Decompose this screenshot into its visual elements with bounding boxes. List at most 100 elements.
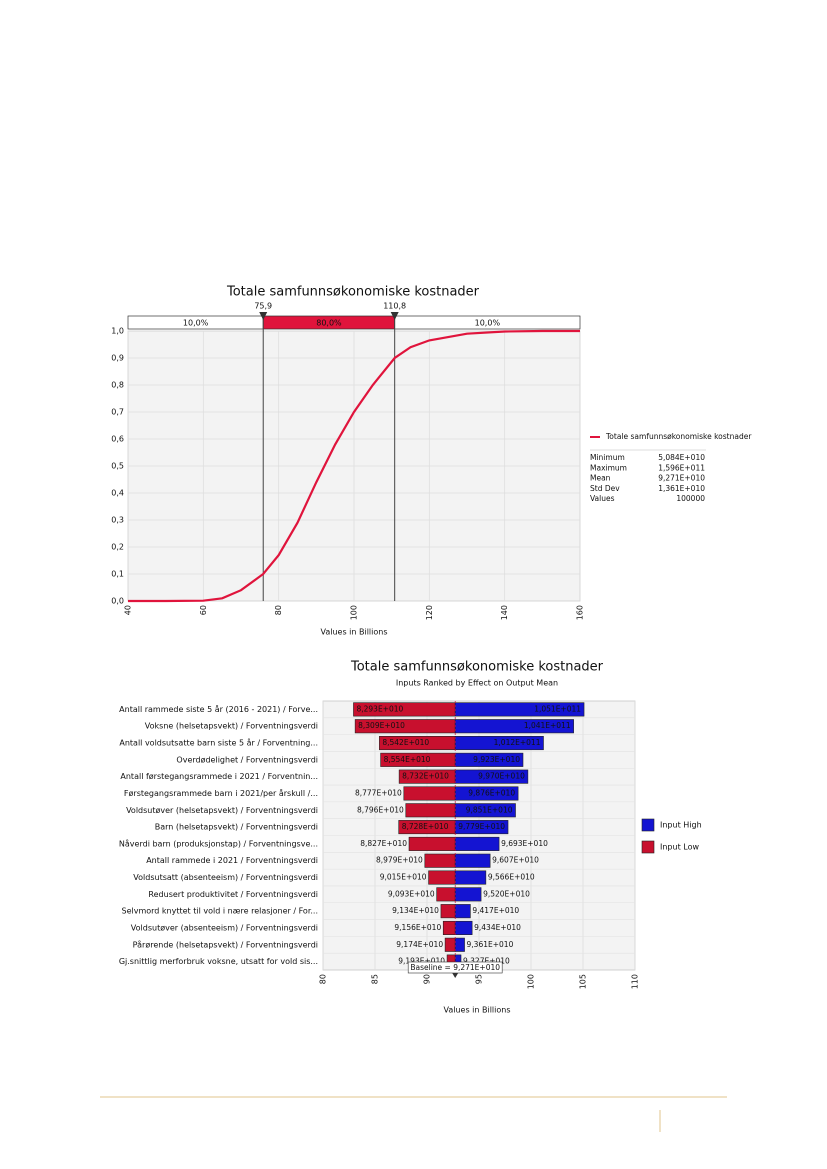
bar-value-label: 9,327E+010 xyxy=(463,957,510,966)
y-tick-label: 0,0 xyxy=(111,597,124,606)
bar-value-label: 8,827E+010 xyxy=(360,839,407,848)
category-label: Voksne (helsetapsvekt) / Forventningsver… xyxy=(145,722,318,731)
x-tick-label: 60 xyxy=(199,605,208,615)
x-axis-label: Values in Billions xyxy=(320,628,387,637)
band-label: 10,0% xyxy=(183,319,209,328)
x-tick-label: 90 xyxy=(423,974,432,984)
stat-value: 5,084E+010 xyxy=(658,453,705,462)
tornado-bar xyxy=(454,920,473,935)
band-label: 10,0% xyxy=(475,319,501,328)
bar-value-label: 8,796E+010 xyxy=(357,805,404,814)
tornado-bar xyxy=(454,820,509,835)
x-tick-label: 140 xyxy=(500,605,509,620)
y-tick-label: 0,8 xyxy=(111,381,124,390)
delimiter-label: 110,8 xyxy=(383,302,406,311)
category-label: Voldsutsatt (absenteeism) / Forventnings… xyxy=(133,873,318,882)
legend-swatch xyxy=(641,818,655,832)
legend-label: Totale samfunnsøkonomiske kostnader xyxy=(605,432,752,441)
y-tick-label: 0,7 xyxy=(111,408,124,417)
y-tick-label: 0,2 xyxy=(111,543,124,552)
category-label: Gj.snittlig merforbruk voksne, utsatt fo… xyxy=(119,957,318,966)
stat-label: Minimum xyxy=(590,453,625,462)
bar-value-label: 1,051E+011 xyxy=(534,704,581,713)
x-tick-label: 100 xyxy=(350,605,359,620)
category-label: Førstegangsrammede barn i 2021/per årsku… xyxy=(124,788,318,798)
tornado-bar xyxy=(408,836,456,851)
tornado-bar xyxy=(454,937,465,952)
tornado-bar xyxy=(454,752,524,767)
bar-value-label: 9,015E+010 xyxy=(380,873,427,882)
bar-value-label: 9,520E+010 xyxy=(483,889,530,898)
x-axis-label: Values in Billions xyxy=(443,1006,510,1015)
tornado-bar xyxy=(436,887,456,902)
stat-value: 1,361E+010 xyxy=(658,484,705,493)
delimiter-handle xyxy=(390,312,399,320)
tornado-bar xyxy=(440,904,456,919)
category-label: Antall førstegangsrammede i 2021 / Forve… xyxy=(120,772,318,781)
legend-swatch xyxy=(641,840,655,854)
bar-value-label: 8,309E+010 xyxy=(358,721,405,730)
band-label: 80,0% xyxy=(316,319,342,328)
category-label: Antall voldsutsatte barn siste 5 år / Fo… xyxy=(119,738,318,748)
tornado-bar xyxy=(454,836,500,851)
tornado-bar xyxy=(403,786,456,801)
legend-label: Input Low xyxy=(660,843,699,852)
x-tick-label: 110 xyxy=(631,974,640,989)
stat-label: Values xyxy=(590,494,615,503)
bar-value-label: 9,693E+010 xyxy=(501,839,548,848)
bar-value-label: 1,012E+011 xyxy=(494,738,541,747)
stat-label: Mean xyxy=(590,474,611,483)
bar-value-label: 9,923E+010 xyxy=(473,755,520,764)
y-tick-label: 0,1 xyxy=(111,570,124,579)
delimiter-label: 75,9 xyxy=(254,302,272,311)
bar-value-label: 9,779E+010 xyxy=(458,822,505,831)
x-tick-label: 95 xyxy=(475,974,484,984)
bar-value-label: 8,777E+010 xyxy=(355,788,402,797)
bar-value-label: 8,732E+010 xyxy=(402,772,449,781)
bar-value-label: 9,174E+010 xyxy=(396,940,443,949)
tornado-bar xyxy=(444,937,456,952)
bar-value-label: 9,193E+010 xyxy=(398,957,445,966)
stat-value: 100000 xyxy=(676,494,705,503)
y-tick-label: 0,4 xyxy=(111,489,124,498)
chart-title: Totale samfunnsøkonomiske kostnader xyxy=(226,285,480,300)
x-tick-label: 100 xyxy=(527,974,536,989)
bar-value-label: 8,554E+010 xyxy=(384,755,431,764)
bar-value-label: 8,542E+010 xyxy=(382,738,429,747)
tornado-bar xyxy=(442,920,456,935)
x-tick-label: 40 xyxy=(124,605,133,615)
stat-value: 9,271E+010 xyxy=(658,474,705,483)
legend-label: Input High xyxy=(660,821,702,830)
category-label: Redusert produktivitet / Forventningsver… xyxy=(148,890,318,899)
category-label: Voldsutøver (helsetapsvekt) / Forventnin… xyxy=(126,806,318,815)
tornado-bar xyxy=(454,870,487,885)
chart-subtitle: Inputs Ranked by Effect on Output Mean xyxy=(396,679,558,688)
tornado-bar xyxy=(454,887,482,902)
category-label: Selvmord knyttet til vold i nære relasjo… xyxy=(122,907,319,916)
stat-label: Maximum xyxy=(590,463,627,472)
category-label: Antall rammede siste 5 år (2016 - 2021) … xyxy=(119,704,318,714)
bar-value-label: 9,134E+010 xyxy=(392,906,439,915)
x-tick-label: 120 xyxy=(425,605,434,620)
bar-value-label: 9,970E+010 xyxy=(478,772,525,781)
x-tick-label: 105 xyxy=(579,974,588,989)
bar-value-label: 9,876E+010 xyxy=(468,788,515,797)
x-tick-label: 80 xyxy=(319,974,328,984)
bar-value-label: 9,093E+010 xyxy=(388,889,435,898)
baseline-label: Baseline = 9,271E+010 xyxy=(410,963,500,972)
bar-value-label: 8,293E+010 xyxy=(356,704,403,713)
y-tick-label: 0,6 xyxy=(111,435,124,444)
bar-value-label: 8,728E+010 xyxy=(402,822,449,831)
bar-value-label: 9,361E+010 xyxy=(467,940,514,949)
y-tick-label: 0,9 xyxy=(111,354,124,363)
tornado-bar xyxy=(424,853,456,868)
stat-label: Std Dev xyxy=(590,484,620,493)
bar-value-label: 9,566E+010 xyxy=(488,873,535,882)
tornado-bar xyxy=(454,769,529,784)
bar-value-label: 9,417E+010 xyxy=(472,906,519,915)
chart-title: Totale samfunnsøkonomiske kostnader xyxy=(350,660,604,675)
x-tick-label: 80 xyxy=(274,605,283,615)
bar-value-label: 8,979E+010 xyxy=(376,856,423,865)
category-label: Pårørende (helsetapsvekt) / Forventnings… xyxy=(133,939,318,949)
